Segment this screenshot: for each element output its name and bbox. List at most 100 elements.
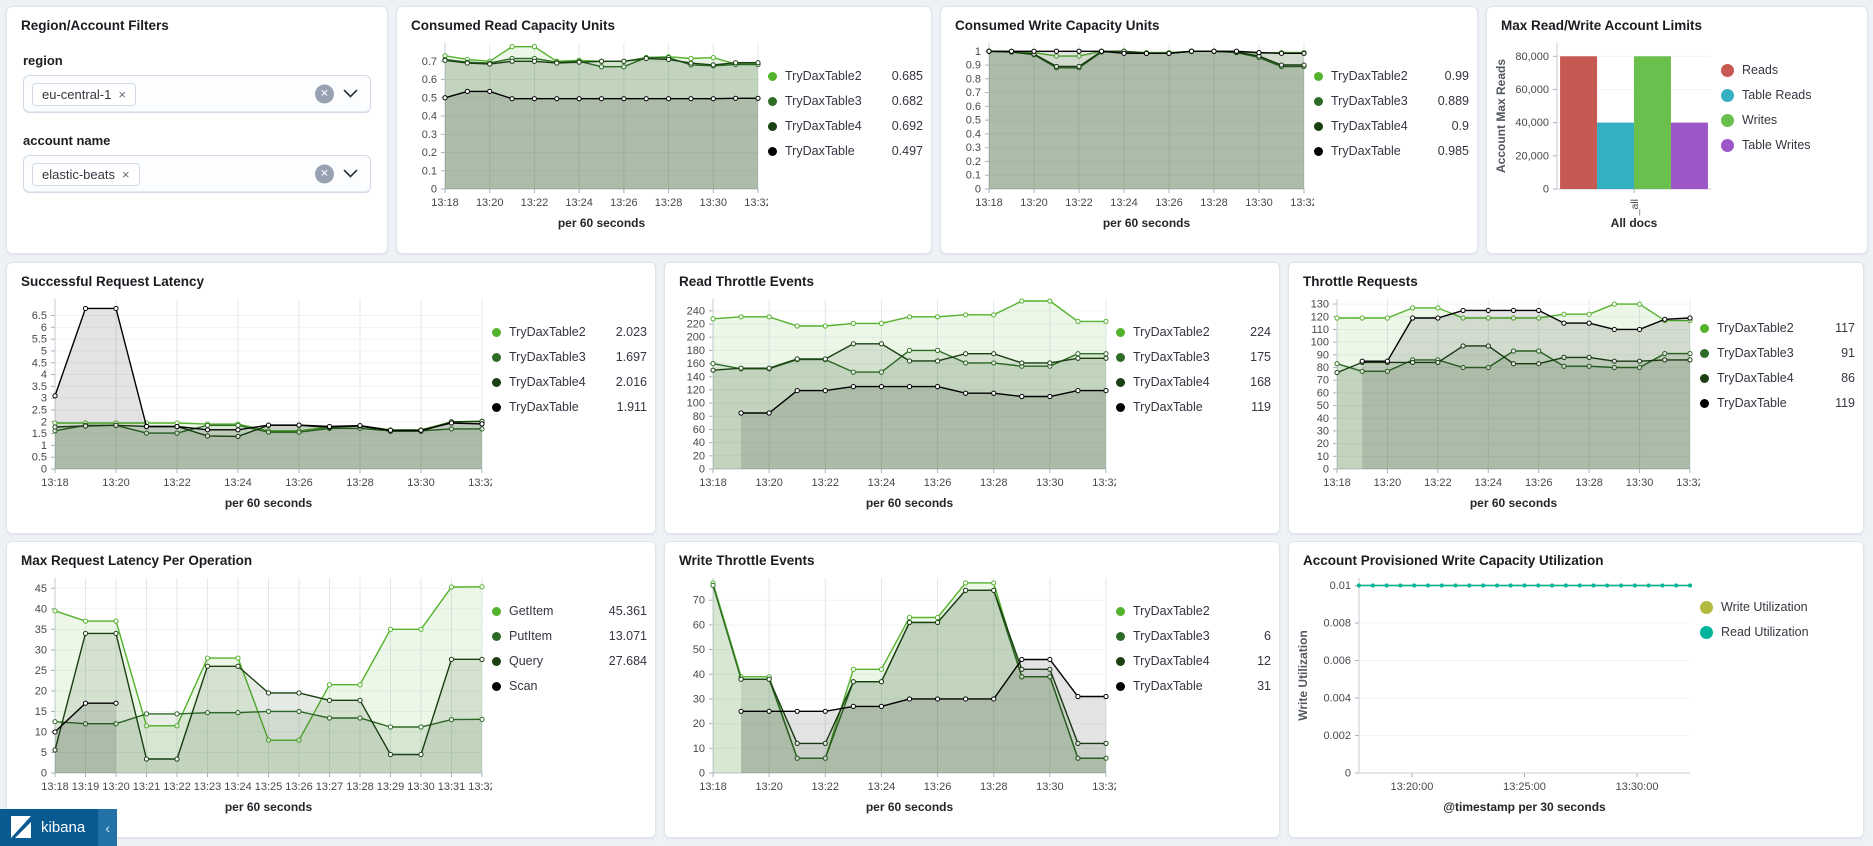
legend-value: 1.911 [616, 400, 647, 414]
svg-text:13:18: 13:18 [699, 781, 727, 793]
legend-label: TryDaxTable3 [1133, 350, 1210, 364]
legend-item[interactable]: TryDaxTable2 117 [1700, 321, 1855, 335]
svg-text:80: 80 [1317, 362, 1329, 374]
legend-item[interactable]: TryDaxTable4 2.016 [492, 375, 647, 389]
legend-item[interactable]: TryDaxTable3 175 [1116, 350, 1271, 364]
legend-item[interactable]: TryDaxTable4 12 [1116, 654, 1271, 668]
legend-item[interactable]: Query 27.684 [492, 654, 647, 668]
svg-text:13:25:00: 13:25:00 [1503, 781, 1546, 793]
legend-item[interactable]: PutItem 13.071 [492, 629, 647, 643]
svg-text:10: 10 [693, 743, 705, 755]
panel-title: Consumed Read Capacity Units [411, 18, 616, 33]
legend-item[interactable]: Table Reads [1721, 88, 1859, 102]
region-combobox[interactable]: eu-central-1 × ✕ [23, 75, 371, 113]
chevron-down-icon[interactable] [343, 165, 358, 183]
legend-item[interactable]: TryDaxTable3 6 [1116, 629, 1271, 643]
svg-text:13:20: 13:20 [755, 781, 783, 793]
consumed-read-chart[interactable]: 0 0.1 0.2 0.3 0.4 0.5 0.6 0.7 13:18 13:20 13:22 13:… [401, 33, 768, 233]
legend-item[interactable]: TryDaxTable3 91 [1700, 346, 1855, 360]
svg-text:40: 40 [693, 437, 705, 449]
svg-text:13:18: 13:18 [41, 477, 69, 489]
svg-text:13:32: 13:32 [1290, 197, 1314, 209]
legend-dot [1700, 398, 1709, 408]
legend-item[interactable]: TryDaxTable 0.985 [1314, 144, 1469, 158]
collapse-nav-button[interactable]: ‹ [98, 809, 118, 846]
legend-item[interactable]: TryDaxTable3 0.682 [768, 94, 923, 108]
remove-chip-icon[interactable]: × [121, 166, 130, 182]
clear-selection-button[interactable]: ✕ [315, 84, 334, 104]
svg-text:13:18: 13:18 [41, 781, 69, 793]
legend-item[interactable]: TryDaxTable2 2.023 [492, 325, 647, 339]
region-chip[interactable]: eu-central-1 × [32, 82, 136, 106]
legend-item[interactable]: TryDaxTable4 86 [1700, 371, 1855, 385]
dashboard-row-3: Max Request Latency Per Operation 0 5 10 15… [6, 541, 1864, 838]
svg-text:35: 35 [35, 624, 47, 636]
svg-text:13:26: 13:26 [1155, 197, 1183, 209]
legend-item[interactable]: Read Utilization [1700, 625, 1855, 639]
panel-title: Consumed Write Capacity Units [955, 18, 1160, 33]
legend-item[interactable]: TryDaxTable4 0.9 [1314, 119, 1469, 133]
svg-text:13:22: 13:22 [163, 477, 191, 489]
legend-item[interactable]: TryDaxTable3 0.889 [1314, 94, 1469, 108]
write-throttle-chart[interactable]: 0 10 20 30 40 50 60 70 13:18 13:20 13:22 13:24 13:26… [669, 568, 1116, 817]
legend-value: 119 [1835, 396, 1855, 410]
svg-text:0: 0 [1543, 184, 1549, 196]
svg-text:200: 200 [687, 332, 705, 344]
svg-text:180: 180 [687, 345, 705, 357]
svg-text:120: 120 [1311, 311, 1329, 323]
legend-label: TryDaxTable2 [1133, 604, 1210, 618]
legend-item[interactable]: TryDaxTable 119 [1700, 396, 1855, 410]
svg-text:0: 0 [431, 184, 437, 196]
remove-chip-icon[interactable]: × [118, 86, 126, 102]
account-chip[interactable]: elastic-beats × [32, 162, 140, 186]
svg-text:40,000: 40,000 [1515, 117, 1549, 129]
legend-item[interactable]: TryDaxTable 0.497 [768, 144, 923, 158]
svg-text:5: 5 [41, 747, 47, 759]
write-utilization-chart[interactable]: 0 0.002 0.004 0.006 0.008 0.01 13:20:00 13:25:0… [1293, 568, 1700, 817]
legend-item[interactable]: Table Writes [1721, 138, 1859, 152]
legend-item[interactable]: TryDaxTable 31 [1116, 679, 1271, 693]
legend-item[interactable]: TryDaxTable2 [1116, 604, 1271, 618]
legend-dot [1700, 348, 1709, 358]
request-latency-chart[interactable]: 00.511.522.533.544.555.566.5 13:18 13:20 13… [11, 289, 492, 513]
svg-text:13:20: 13:20 [102, 781, 130, 793]
legend-item[interactable]: TryDaxTable4 168 [1116, 375, 1271, 389]
legend-item[interactable]: TryDaxTable2 0.685 [768, 69, 923, 83]
account-name-combobox[interactable]: elastic-beats × ✕ [23, 155, 371, 193]
svg-text:13:26: 13:26 [285, 477, 313, 489]
svg-text:13:26: 13:26 [924, 781, 952, 793]
legend-item[interactable]: Write Utilization [1700, 600, 1855, 614]
svg-text:15: 15 [35, 706, 47, 718]
svg-text:240: 240 [687, 305, 705, 317]
legend-item[interactable]: Writes [1721, 113, 1859, 127]
svg-text:per 60 seconds: per 60 seconds [225, 496, 313, 510]
legend-dot [1314, 96, 1323, 106]
legend-item[interactable]: TryDaxTable3 1.697 [492, 350, 647, 364]
legend-label: TryDaxTable [1331, 144, 1401, 158]
svg-text:6.5: 6.5 [32, 310, 47, 322]
clear-selection-button[interactable]: ✕ [315, 164, 334, 184]
legend-item[interactable]: Scan [492, 679, 647, 693]
legend-item[interactable]: TryDaxTable 1.911 [492, 400, 647, 414]
chart-legend: TryDaxTable2 117 TryDaxTable3 91 TryDaxTable… [1700, 289, 1855, 513]
svg-text:13:24: 13:24 [868, 477, 896, 489]
kibana-logo-area[interactable]: kibana [0, 809, 99, 846]
svg-text:2: 2 [41, 416, 47, 428]
svg-text:20: 20 [693, 450, 705, 462]
legend-item[interactable]: Reads [1721, 63, 1859, 77]
chevron-down-icon[interactable] [343, 85, 358, 103]
legend-item[interactable]: TryDaxTable4 0.692 [768, 119, 923, 133]
legend-item[interactable]: GetItem 45.361 [492, 604, 647, 618]
legend-label: TryDaxTable2 [1133, 325, 1210, 339]
consumed-write-chart[interactable]: 0 0.1 0.2 0.3 0.40.5 0.6 0.7 0.80.9 1 13:18 13:20 1… [945, 33, 1314, 233]
svg-text:13:18: 13:18 [1323, 477, 1351, 489]
legend-item[interactable]: TryDaxTable2 0.99 [1314, 69, 1469, 83]
svg-text:0: 0 [975, 184, 981, 196]
svg-text:220: 220 [687, 319, 705, 331]
legend-item[interactable]: TryDaxTable 119 [1116, 400, 1271, 414]
legend-item[interactable]: TryDaxTable2 224 [1116, 325, 1271, 339]
